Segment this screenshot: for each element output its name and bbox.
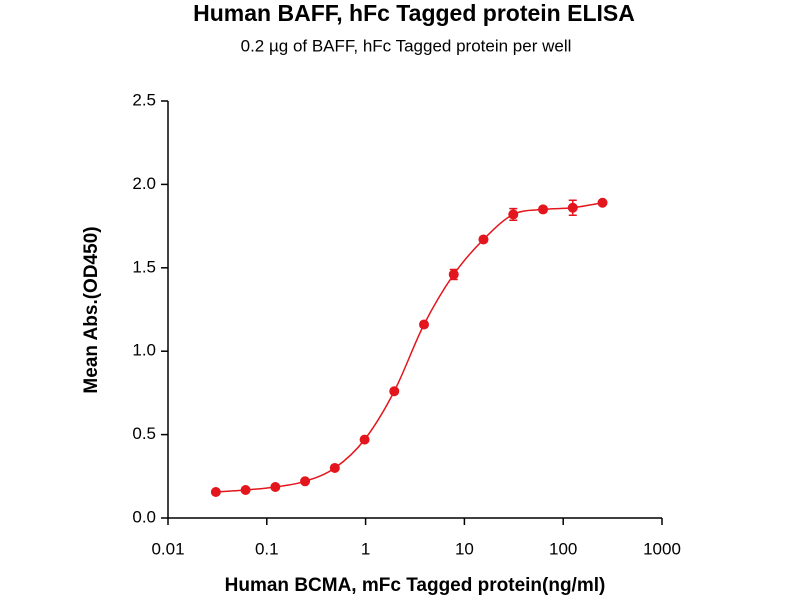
y-tick-label: 0.0 [132, 507, 156, 526]
data-point [448, 269, 459, 280]
data-point [567, 202, 578, 213]
x-tick-label: 1 [361, 539, 370, 558]
data-point [597, 197, 608, 208]
data-point [329, 462, 340, 473]
data-point [418, 319, 429, 330]
data-point [359, 434, 370, 445]
y-tick-label: 1.0 [132, 341, 156, 360]
x-tick-label: 0.1 [255, 539, 279, 558]
chart-title: Human BAFF, hFc Tagged protein ELISA [193, 0, 635, 26]
x-tick-label: 100 [549, 539, 577, 558]
x-tick-label: 0.01 [151, 539, 184, 558]
y-tick-label: 2.5 [132, 90, 156, 109]
y-tick-label: 0.5 [132, 424, 156, 443]
fit-curve [215, 202, 603, 493]
data-point [300, 476, 311, 487]
x-axis-title: Human BCMA, mFc Tagged protein(ng/ml) [225, 575, 606, 596]
data-point [389, 386, 400, 397]
data-point [240, 484, 251, 495]
x-tick-label: 1000 [643, 539, 681, 558]
x-tick-label: 10 [455, 539, 474, 558]
chart-subtitle: 0.2 µg of BAFF, hFc Tagged protein per w… [241, 36, 572, 55]
data-point [478, 234, 489, 245]
data-point [210, 486, 221, 497]
y-tick-label: 1.5 [132, 257, 156, 276]
data-point [538, 204, 549, 215]
y-tick-label: 2.0 [132, 174, 156, 193]
y-axis-title: Mean Abs.(OD450) [81, 226, 102, 393]
data-point [508, 209, 519, 220]
data-point [270, 481, 281, 492]
